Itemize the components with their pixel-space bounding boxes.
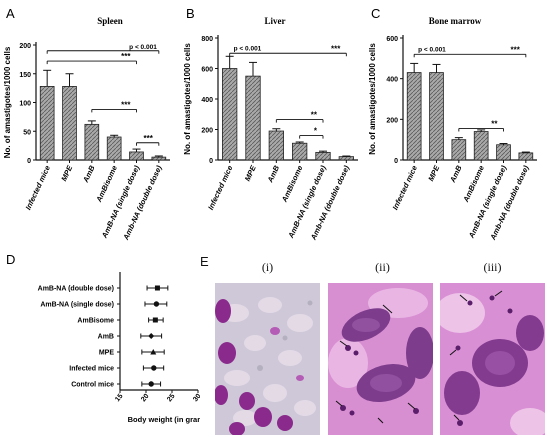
bar [268,130,284,161]
bar [406,72,422,161]
micrograph-i-image [215,283,320,435]
y-tick-label: 0 [209,158,213,165]
micrograph-i [215,283,320,435]
x-tick-label: MPE [59,163,74,182]
micrograph-ii-image [328,283,433,435]
chart-title: Bone marrow [429,16,482,26]
y-tick-label: 150 [19,72,31,79]
y-tick-label: 50 [23,129,31,136]
bar [518,152,534,161]
significance-label: * [314,127,318,136]
x-tick-label: MPE [426,163,441,182]
y-tick-label: MPE [99,350,115,357]
y-tick-label: 800 [201,36,213,43]
p-value-label: p < 0.001 [234,45,262,52]
bar [222,68,238,161]
significance-label: ** [311,111,318,120]
micrograph-label-iii: (iii) [483,260,502,274]
chart-bone-marrow: C Bone marrow No. of amastigotes/1000 cell… [368,6,537,242]
y-tick-label: AmB-NA (double dose) [38,286,114,293]
micrograph-iii [440,283,545,435]
x-axis-label: Body weight (in gram) [128,415,200,424]
bar [39,86,55,161]
y-axis-label: No. of amastigotes/1000 cells [183,43,192,155]
x-tick-label: 25 [166,393,176,404]
panel-letter-d: D [6,252,15,267]
bar [62,86,77,161]
y-tick-label: 400 [201,97,213,104]
bar [473,131,489,161]
p-value-label: p < 0.001 [418,46,446,53]
y-tick-label: 200 [201,128,213,135]
x-tick-label: AmB [448,164,464,185]
x-tick-label: 20 [140,393,150,404]
x-tick-label: 30 [192,393,200,404]
x-tick-label: AmBisome [279,164,304,204]
significance-label: *** [143,134,153,143]
panel-letter-e: E [200,254,209,269]
bar [106,136,122,161]
y-tick-label: 400 [386,77,398,84]
bar [84,123,100,161]
y-axis-label: No. of amastigotes/1000 cells [3,46,12,158]
bar [429,72,444,161]
micrograph-label-i: (i) [261,260,274,274]
x-tick-label: Infected mice [391,164,419,211]
significance-label: *** [331,44,341,53]
mean-point [152,317,158,323]
x-tick-label: Infected mice [24,164,52,211]
bar [496,144,511,161]
y-tick-label: AmB [98,334,114,341]
y-tick-label: Infected mice [69,366,114,373]
x-tick-label: AmB [265,164,281,185]
chart-title: Spleen [97,16,123,26]
bar [451,139,467,161]
bar [338,156,354,161]
chart-title: Liver [265,16,286,26]
mean-point [148,333,155,339]
panel-letter-a: A [6,6,15,21]
chart-liver: B Liver No. of amastigotes/1000 cells 0 200 4… [183,6,358,242]
y-tick-label: 100 [19,101,31,108]
y-tick-label: Control mice [71,382,114,389]
y-tick-label: 0 [27,158,31,165]
significance-label: *** [510,45,520,54]
chart-spleen: A Spleen No. of amastigotes/1000 cells 0 50 1… [3,6,170,242]
significance-label: p < 0.001 [129,44,157,51]
y-tick-label: 200 [386,117,398,124]
bar [292,142,308,161]
x-tick-label: MPE [243,163,258,182]
x-tick-label: AmBisome [461,164,486,204]
x-tick-label: AmBisome [94,164,119,204]
y-tick-label: 600 [201,67,213,74]
significance-label: *** [121,52,131,61]
y-tick-label: AmB-NA (single dose) [40,302,114,309]
mean-point [151,365,157,371]
significance-label: ** [491,119,498,128]
panel-letter-c: C [371,6,380,21]
x-tick-label: Infected mice [206,164,234,211]
micrograph-label-ii: (ii) [375,260,390,274]
y-tick-label: 600 [386,36,398,43]
panel-letter-b: B [186,6,195,21]
x-tick-label: 15 [114,393,124,404]
chart-body-weight: D 15 20 25 30 AmB-NA (double dose) AmB-NA (sin… [6,252,200,424]
mean-point [148,381,154,387]
x-tick-label: AmB [81,164,97,185]
mean-point [153,301,160,307]
micrograph-ii [328,283,433,435]
mean-point [150,349,157,355]
bar [129,151,144,161]
y-tick-label: AmBisome [77,318,114,325]
micrograph-iii-image [440,283,545,435]
y-tick-label: 200 [19,43,31,50]
y-tick-label: 0 [394,158,398,165]
bar [315,151,331,161]
bar [151,156,167,161]
mean-point [154,285,160,291]
bar [245,75,261,161]
significance-label: *** [121,100,131,109]
y-axis-label: No. of amastigotes/1000 cells [368,43,377,155]
